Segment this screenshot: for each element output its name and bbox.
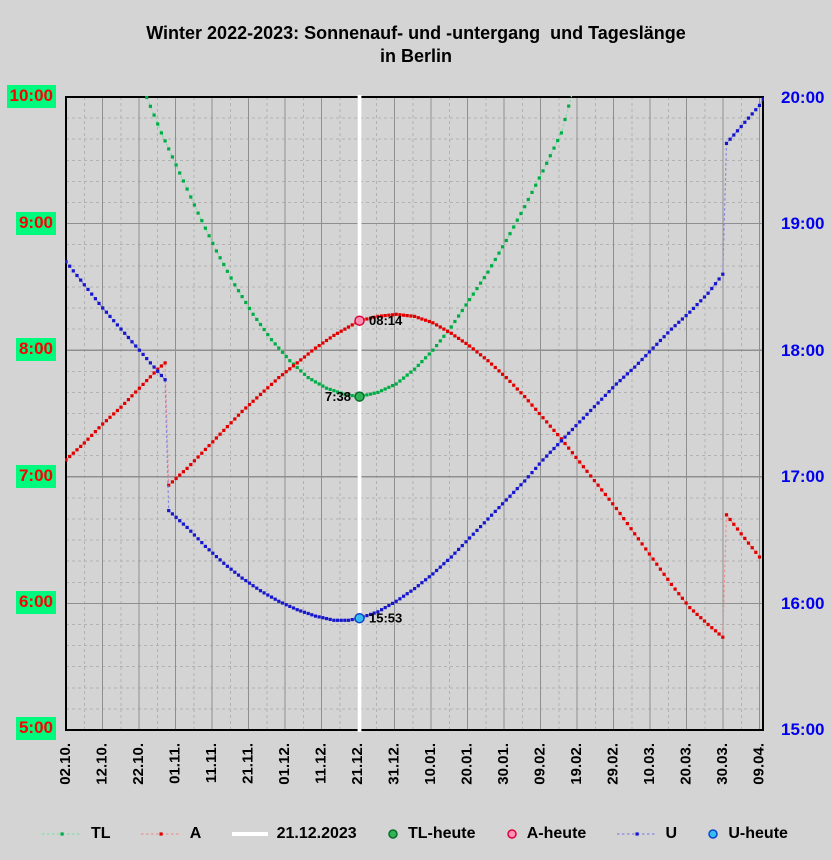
a-heute-marker-icon [506,829,517,839]
legend: TL A 21.12.2023 TL-heute A-heute U U-heu… [40,820,788,848]
x-axis-label: 09.02. [532,743,549,785]
x-axis-label: 30.01. [495,743,512,785]
legend-label: TL-heute [407,825,476,842]
today-line-sample-icon [231,832,268,836]
y-axis-label-right: 19:00 [781,214,825,233]
legend-label: U [665,825,678,842]
legend-item-today-line: 21.12.2023 [230,825,357,843]
x-axis-label: 31.12. [386,743,403,785]
legend-label: A [189,825,202,842]
x-axis-label: 29.02. [605,743,622,785]
marker-tl-heute [354,391,365,402]
x-axis-label: 01.11. [167,743,184,784]
plot-border [65,96,764,731]
y-axis-label-left: 9:00 [15,212,56,235]
x-axis-label: 09.04. [751,743,768,785]
annotation-a-heute: 08:14 [369,313,403,328]
y-axis-label-right: 17:00 [781,467,825,486]
annotation-u-heute: 15:53 [369,611,402,626]
title-line-1: Winter 2022-2023: Sonnenauf- und -unterg… [146,23,686,43]
x-axis-label: 21.12. [349,743,366,785]
legend-item-a-heute: A-heute [504,825,587,843]
u-line-sample-icon [616,832,657,836]
x-axis-label: 11.11. [203,743,220,783]
legend-label: 21.12.2023 [276,825,357,842]
x-axis-label: 02.10. [57,743,74,785]
y-axis-label-left: 7:00 [15,465,56,488]
tl-line-sample-icon [42,832,82,836]
legend-label: A-heute [526,825,587,842]
y-axis-label-left: 5:00 [15,717,56,740]
grid [66,97,763,730]
y-axis-label-right: 18:00 [781,341,825,360]
y-axis-label-left: 8:00 [15,338,56,361]
x-axis-label: 30.03. [714,743,731,785]
x-axis-label: 12.10. [94,743,111,785]
x-axis-label: 19.02. [568,743,585,785]
annotation-tl-heute: 7:38 [325,389,351,404]
y-axis-label-right: 15:00 [781,720,825,739]
y-axis-label-right: 20:00 [781,88,825,107]
marker-a-heute [354,315,365,326]
legend-item-a: A [139,825,202,843]
legend-item-tl-heute: TL-heute [385,825,476,843]
chart-title: Winter 2022-2023: Sonnenauf- und -unterg… [0,22,832,68]
x-axis-label: 01.12. [276,743,293,785]
x-axis-label: 21.11. [240,743,257,784]
legend-label: TL [91,825,111,842]
marker-u-heute [354,612,365,624]
x-axis-label: 20.03. [678,743,695,785]
legend-item-u: U [615,825,678,843]
x-axis-labels: 02.10. 12.10. 22.10. 01.11. 11.11. 21.11. 01.1… [57,743,768,785]
tl-heute-marker-icon [388,829,398,839]
x-axis-label: 10.01. [422,743,439,785]
x-axis-label: 10.03. [641,743,658,785]
x-axis-label: 22.10. [130,743,147,785]
y-axis-label-left: 10:00 [6,85,56,108]
series-U [65,97,764,622]
legend-label: U-heute [728,825,788,842]
legend-item-tl: TL [40,825,111,843]
legend-item-u-heute: U-heute [705,825,788,843]
x-axis-label: 20.01. [459,743,476,785]
u-heute-marker-icon [708,829,719,839]
x-axis-label: 11.12. [313,743,330,784]
y-axis-label-right: 16:00 [781,594,825,613]
today-date-line [357,95,362,732]
title-line-2: in Berlin [379,46,452,66]
a-line-sample-icon [140,832,181,836]
y-axis-label-left: 6:00 [15,591,56,614]
